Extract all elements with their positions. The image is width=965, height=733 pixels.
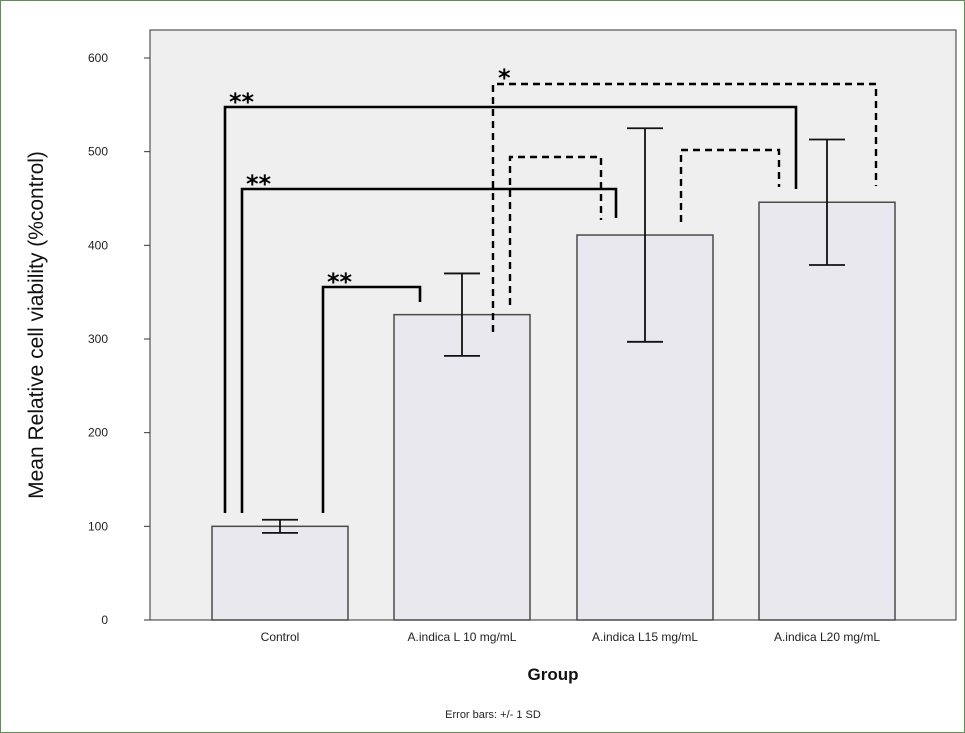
significance-bracket — [491, 82, 878, 332]
significance-brackets: ******* — [223, 64, 878, 513]
y-axis: 0 100 200 300 400 500 600 — [88, 51, 150, 627]
y-tick-label: 0 — [101, 613, 108, 627]
x-axis-categories: Control A.indica L 10 mg/mL A.indica L15 m… — [261, 630, 881, 644]
x-category-label: A.indica L15 mg/mL — [592, 630, 698, 644]
y-tick-label: 400 — [88, 238, 108, 252]
x-axis-title: Group — [528, 665, 579, 684]
significance-bracket — [240, 187, 618, 513]
significance-bracket — [508, 155, 603, 305]
significance-bracket — [223, 105, 798, 513]
x-category-label: A.indica L 10 mg/mL — [408, 630, 517, 644]
significance-label: ** — [327, 268, 353, 296]
x-category-label: A.indica L20 mg/mL — [774, 630, 880, 644]
bars — [211, 201, 896, 621]
error-bars — [262, 127, 845, 534]
error-bars-footnote: Error bars: +/- 1 SD — [445, 709, 541, 721]
y-tick-label: 600 — [88, 51, 108, 65]
bar — [211, 525, 349, 621]
y-tick-label: 300 — [88, 332, 108, 346]
significance-label: ** — [229, 88, 255, 116]
bar — [393, 313, 531, 621]
y-tick-label: 500 — [88, 145, 108, 159]
y-tick-label: 100 — [88, 519, 108, 533]
significance-bracket — [321, 285, 422, 513]
y-tick-label: 200 — [88, 426, 108, 440]
significance-bracket — [679, 148, 781, 222]
significance-label: * — [498, 64, 511, 92]
significance-label: ** — [246, 170, 272, 198]
x-category-label: Control — [261, 630, 300, 644]
y-axis-title: Mean Relative cell viability (%control) — [25, 151, 48, 499]
bar — [758, 201, 896, 621]
